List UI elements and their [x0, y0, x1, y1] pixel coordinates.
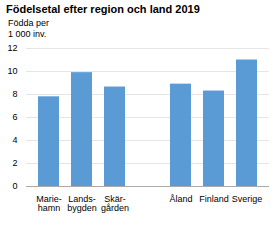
svg-text:Sverige: Sverige	[232, 194, 263, 204]
svg-text:8: 8	[12, 89, 17, 99]
svg-text:Lands-bygden: Lands-bygden	[67, 194, 97, 213]
svg-text:4: 4	[12, 135, 17, 145]
svg-text:Skär-gården: Skär-gården	[101, 194, 129, 213]
svg-text:0: 0	[12, 181, 17, 191]
svg-text:Åland: Åland	[169, 194, 192, 204]
svg-text:Finland: Finland	[199, 194, 229, 204]
html-text:Födelsetal efter region och la: Födelsetal efter region och land 2019	[6, 3, 200, 15]
svg-text:12: 12	[7, 43, 17, 53]
html-text:Födda per 1 000 inv.: Födda per 1 000 inv.	[8, 18, 49, 39]
svg-text:Marie-hamn: Marie-hamn	[36, 194, 62, 213]
svg-text:6: 6	[12, 112, 17, 122]
svg-text:10: 10	[7, 66, 17, 76]
svg-text:2: 2	[12, 158, 17, 168]
